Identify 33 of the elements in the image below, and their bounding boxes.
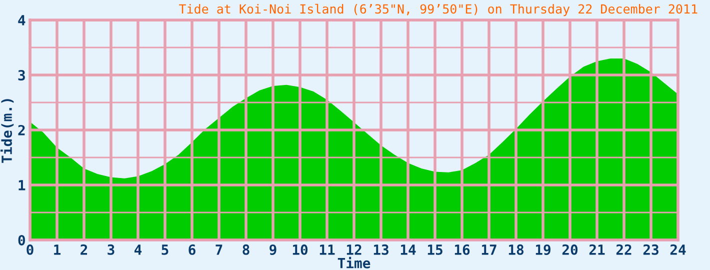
- x-tick-label: 3: [108, 244, 114, 255]
- x-tick-label: 19: [536, 244, 550, 255]
- y-tick-label: 0: [18, 234, 25, 246]
- x-tick-label: 21: [589, 244, 605, 255]
- x-tick-label: 1: [54, 244, 61, 255]
- x-tick-label: 6: [188, 244, 196, 255]
- x-tick-label: 23: [643, 244, 658, 255]
- x-tick-label: 14: [400, 244, 416, 255]
- x-tick-label: 7: [216, 244, 222, 255]
- x-tick-label: 16: [454, 244, 470, 255]
- y-axis-title: Tide(m.): [0, 99, 14, 163]
- x-tick-label: 12: [346, 244, 362, 255]
- x-tick-label: 4: [134, 244, 142, 255]
- x-tick-label: 17: [482, 244, 496, 255]
- x-tick-label: 0: [26, 244, 34, 255]
- x-tick-label: 11: [320, 244, 335, 255]
- x-axis-title: Time: [338, 256, 370, 268]
- y-tick-label: 1: [18, 180, 26, 190]
- x-tick-label: 9: [270, 244, 276, 255]
- x-tick-label: 10: [292, 244, 308, 255]
- x-tick-label: 8: [242, 244, 250, 255]
- y-tick-label: 2: [18, 124, 25, 136]
- x-tick-label: 5: [162, 244, 168, 255]
- x-tick-label: 2: [80, 244, 88, 255]
- x-tick-label: 22: [616, 244, 632, 255]
- y-tick-label: 3: [18, 70, 25, 80]
- x-tick-label: 15: [428, 244, 442, 255]
- x-tick-label: 13: [374, 244, 388, 255]
- chart-title: Tide at Koi-Noi Island (6’35"N, 99’50"E) on Thursday 22 December 2011: [179, 4, 698, 16]
- y-tick-label: 4: [18, 15, 26, 26]
- x-tick-label: 18: [508, 244, 524, 255]
- x-tick-label: 24: [670, 244, 686, 255]
- x-tick-label: 20: [562, 244, 578, 255]
